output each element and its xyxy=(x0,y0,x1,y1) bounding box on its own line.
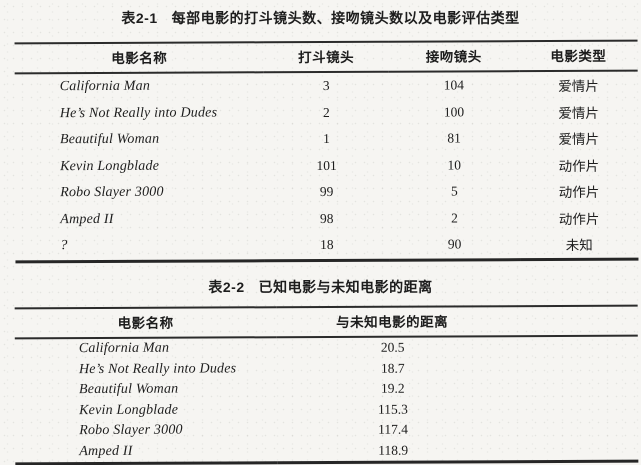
movie-name-cell: He’s Not Really into Dudes xyxy=(59,105,218,121)
fight-shots-cell: 99 xyxy=(319,184,334,200)
movie-type-cell: 动作片 xyxy=(558,211,600,227)
movie-type-cell: 动作片 xyxy=(558,185,600,201)
movie-name-cell: ? xyxy=(60,238,68,254)
movie-name-cell: Amped II xyxy=(60,211,114,227)
table2-label: 表2-2 xyxy=(208,278,245,295)
table2-header-row: 电影名称 与未知电影的距离 xyxy=(14,305,638,338)
table-row: Robo Slayer 3000 99 5 动作片 xyxy=(15,178,638,207)
kiss-shots-cell: 5 xyxy=(450,183,458,199)
table-row: ? 18 90 未知 xyxy=(15,231,638,262)
table-row: California Man 20.5 xyxy=(15,335,638,359)
distance-cell: 117.4 xyxy=(378,421,408,437)
movie-type-cell: 爱情片 xyxy=(558,79,599,95)
table-row: California Man 3 104 爱情片 xyxy=(15,71,638,101)
table2-col-distance: 与未知电影的距离 xyxy=(276,305,638,337)
table-row: He’s Not Really into Dudes 2 100 爱情片 xyxy=(15,98,638,127)
table-row: Beautiful Woman 19.2 xyxy=(15,377,638,400)
distance-cell: 19.2 xyxy=(380,380,405,396)
table1-col-kiss-shots: 接吻镜头 xyxy=(388,41,520,72)
movie-type-cell: 未知 xyxy=(565,238,593,254)
movies-shots-table: 电影名称 打斗镜头 接吻镜头 电影类型 California Man 3 104… xyxy=(14,39,639,263)
movie-name-cell: He’s Not Really into Dudes xyxy=(78,360,237,377)
fight-shots-cell: 3 xyxy=(322,78,330,94)
movie-name-cell: Beautiful Woman xyxy=(78,381,179,397)
table1-col-fight-shots: 打斗镜头 xyxy=(263,41,389,73)
scanned-book-page: { "page": { "background": "#f6f5f2", "in… xyxy=(0,8,641,465)
kiss-shots-cell: 10 xyxy=(447,157,462,173)
table-row: He’s Not Really into Dudes 18.7 xyxy=(15,357,638,380)
table1-caption-text: 每部电影的打斗镜头数、接吻镜头数以及电影评估类型 xyxy=(171,10,520,26)
kiss-shots-cell: 81 xyxy=(447,130,461,146)
table1-col-movie-name: 电影名称 xyxy=(14,42,264,74)
fight-shots-cell: 2 xyxy=(322,104,330,120)
movie-name-cell: Robo Slayer 3000 xyxy=(79,422,183,438)
movie-name-cell: Kevin Longblade xyxy=(60,158,160,174)
distance-cell: 18.7 xyxy=(380,359,405,376)
table1-label: 表2-1 xyxy=(121,10,158,26)
table1-col-movie-type: 电影类型 xyxy=(519,40,638,72)
movie-name-cell: California Man xyxy=(78,340,170,356)
movie-name-cell: Robo Slayer 3000 xyxy=(60,184,164,201)
table2-caption-text: 已知电影与未知电影的距离 xyxy=(258,278,433,295)
kiss-shots-cell: 100 xyxy=(443,104,465,120)
table-row: Amped II 118.9 xyxy=(15,439,638,464)
movie-distance-table: 电影名称 与未知电影的距离 California Man 20.5 He’s N… xyxy=(14,304,639,465)
table-row: Beautiful Woman 1 81 爱情片 xyxy=(15,125,638,154)
table-row: Kevin Longblade 115.3 xyxy=(15,398,638,421)
fight-shots-cell: 1 xyxy=(323,131,330,147)
distance-cell: 118.9 xyxy=(378,441,409,458)
table-row: Amped II 98 2 动作片 xyxy=(15,204,638,233)
fight-shots-cell: 101 xyxy=(316,157,337,173)
movie-type-cell: 动作片 xyxy=(558,158,600,174)
table1-caption: 表2-1 每部电影的打斗镜头数、接吻镜头数以及电影评估类型 xyxy=(0,8,641,28)
table2-col-movie-name: 电影名称 xyxy=(14,306,277,338)
movie-name-cell: Amped II xyxy=(79,443,133,459)
table2-caption: 表2-2 已知电影与未知电影的距离 xyxy=(0,277,641,297)
movie-type-cell: 爱情片 xyxy=(558,132,600,148)
movie-name-cell: Kevin Longblade xyxy=(79,401,179,418)
fight-shots-cell: 98 xyxy=(319,210,334,226)
kiss-shots-cell: 2 xyxy=(451,210,458,226)
distance-cell: 20.5 xyxy=(380,339,405,355)
table-row: Robo Slayer 3000 117.4 xyxy=(15,418,638,441)
table-row: Kevin Longblade 101 10 动作片 xyxy=(15,151,638,180)
movie-name-cell: California Man xyxy=(59,79,151,95)
movie-type-cell: 爱情片 xyxy=(558,105,599,121)
kiss-shots-cell: 90 xyxy=(447,236,462,252)
distance-cell: 115.3 xyxy=(377,400,408,417)
movie-name-cell: Beautiful Woman xyxy=(59,131,160,148)
kiss-shots-cell: 104 xyxy=(443,77,465,93)
fight-shots-cell: 18 xyxy=(320,237,334,253)
table1-header-row: 电影名称 打斗镜头 接吻镜头 电影类型 xyxy=(14,40,638,74)
